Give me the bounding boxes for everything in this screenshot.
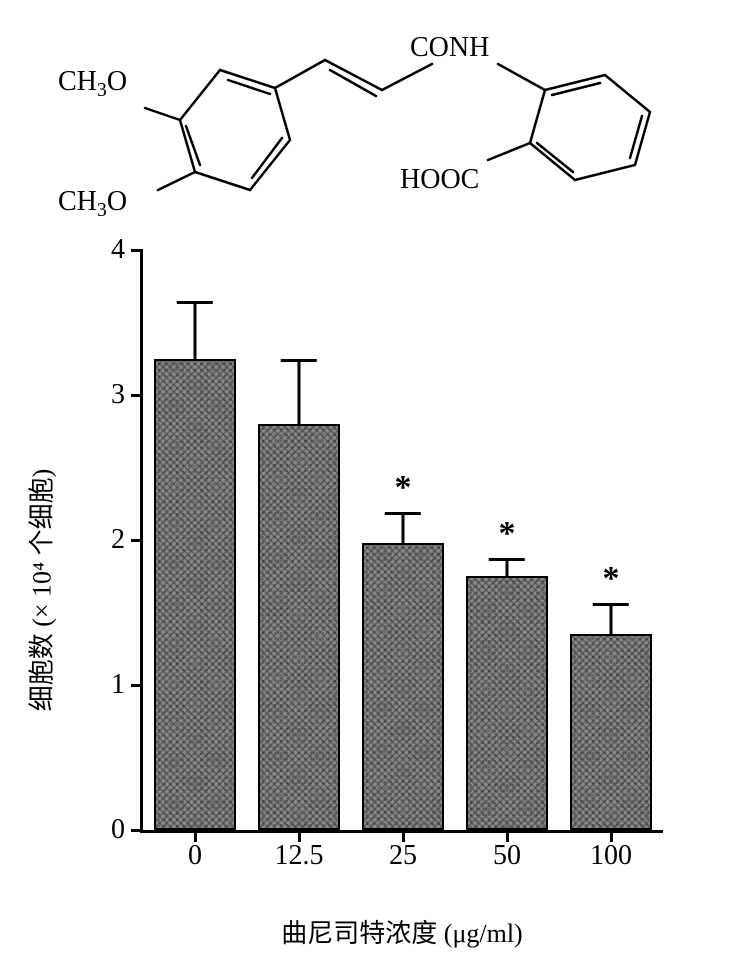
bar: * [362,543,443,830]
error-bar-stem [297,361,300,426]
error-bar-stem [401,513,404,545]
error-bar-stem [193,303,196,361]
error-bar-stem [609,604,612,636]
y-tick-label: 3 [111,379,125,411]
bar: * [570,634,651,830]
y-tick-label: 1 [111,669,125,701]
error-bar-stem [505,559,508,578]
error-bar-cap [385,512,422,515]
plot-area: 01234012.5*25*50*100 [140,250,663,833]
x-axis-label: 曲尼司特浓度 (μg/ml) [281,913,522,950]
error-bar-cap [281,359,318,362]
y-tick [131,684,143,687]
y-tick [131,249,143,252]
x-tick-label: 0 [188,840,202,872]
x-tick-label: 25 [389,840,417,872]
y-tick-label: 4 [111,234,125,266]
significance-marker: * [602,560,619,598]
error-bar-cap [593,603,630,606]
y-tick [131,394,143,397]
error-bar-cap [489,558,526,561]
y-tick-label: 2 [111,524,125,556]
x-tick-label: 50 [493,840,521,872]
label-conh: CONH [410,32,489,63]
chemical-structure: CH3O CH3O CONH HOOC [50,20,690,230]
label-ch3o-top: CH3O [58,66,127,101]
bar [258,424,339,830]
x-tick-label: 12.5 [275,840,324,872]
label-hooc: HOOC [400,164,479,195]
bar [154,359,235,830]
x-tick-label: 100 [590,840,632,872]
y-axis-label: 细胞数 (× 10⁴ 个细胞) [22,469,59,712]
y-tick-label: 0 [111,814,125,846]
bar-chart: 细胞数 (× 10⁴ 个细胞) 01234012.5*25*50*100 曲尼司… [50,240,690,940]
y-tick [131,539,143,542]
significance-marker: * [394,469,411,507]
label-ch3o-bottom: CH3O [58,186,127,221]
significance-marker: * [498,515,515,553]
error-bar-cap [177,301,214,304]
y-tick [131,829,143,832]
bar: * [466,576,547,830]
